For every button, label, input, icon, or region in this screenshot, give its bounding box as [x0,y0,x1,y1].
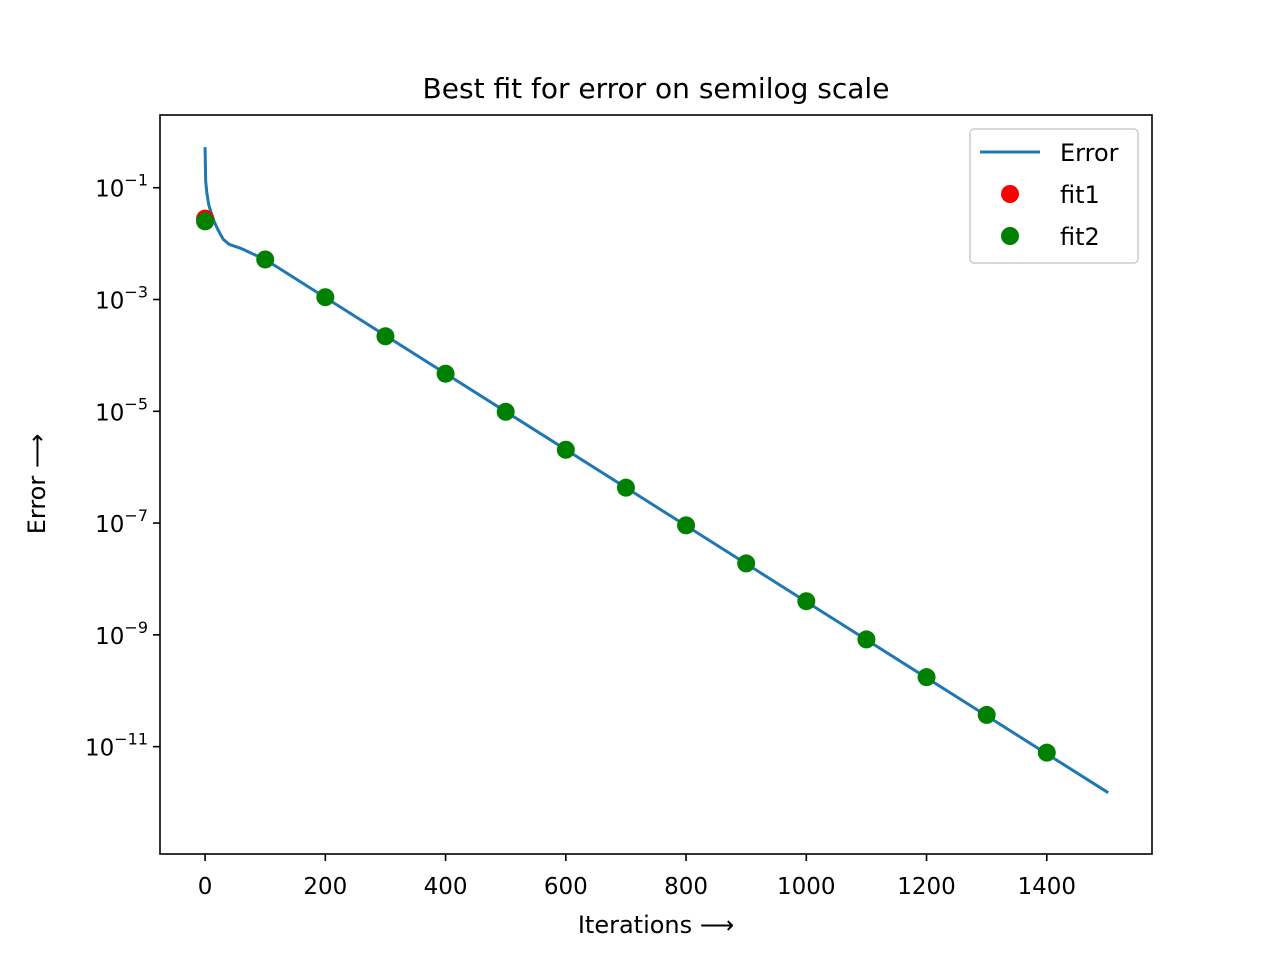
data-point-fit2 [496,402,515,421]
y-tick-label: 10−3 [95,283,148,315]
x-tick-label: 0 [198,874,213,900]
x-axis-label: Iterations ⟶ [578,911,734,939]
data-point-fit2 [677,516,696,535]
y-tick-label: 10−11 [85,730,148,762]
plot-frame [159,114,1153,855]
data-point-fit2 [737,554,756,573]
data-point-fit2 [196,212,215,231]
legend-swatch-fit2 [1001,227,1019,245]
chart-title: Best fit for error on semilog scale [423,72,890,105]
legend-swatch-fit1 [1001,185,1019,203]
y-tick-label: 10−7 [95,506,148,538]
data-point-fit2 [857,630,876,649]
x-tick-label: 1000 [777,874,836,900]
x-tick-label: 800 [664,874,708,900]
y-tick-label: 10−1 [95,171,148,203]
x-tick-label: 1200 [897,874,956,900]
legend-label-error: Error [1060,139,1119,167]
data-point-fit2 [917,668,936,687]
x-tick-label: 400 [424,874,468,900]
data-point-fit2 [977,705,996,724]
data-point-fit2 [1037,743,1056,762]
legend: Error fit1 fit2 [969,128,1139,264]
data-point-fit2 [616,478,635,497]
y-tick-label: 10−9 [95,618,148,650]
x-tick-label: 600 [544,874,588,900]
data-point-fit2 [376,327,395,346]
legend-label-fit1: fit1 [1060,181,1100,209]
x-tick-label: 1400 [1018,874,1077,900]
data-point-fit2 [436,364,455,383]
y-tick-label: 10−5 [95,394,148,426]
data-point-fit2 [316,288,335,307]
x-axis-ticks: 0 200 400 600 800 1000 1200 1400 [198,854,1076,900]
x-tick-label: 200 [303,874,347,900]
series-line-error [203,147,1109,794]
legend-label-fit2: fit2 [1060,223,1100,251]
y-axis-label: Error ⟶ [23,434,51,535]
y-axis-ticks: 10−1 10−3 10−5 10−7 10−9 10−11 [85,171,160,762]
data-point-fit2 [797,592,816,611]
data-point-fit2 [256,250,275,269]
series-layer [196,147,1109,794]
data-point-fit2 [556,440,575,459]
